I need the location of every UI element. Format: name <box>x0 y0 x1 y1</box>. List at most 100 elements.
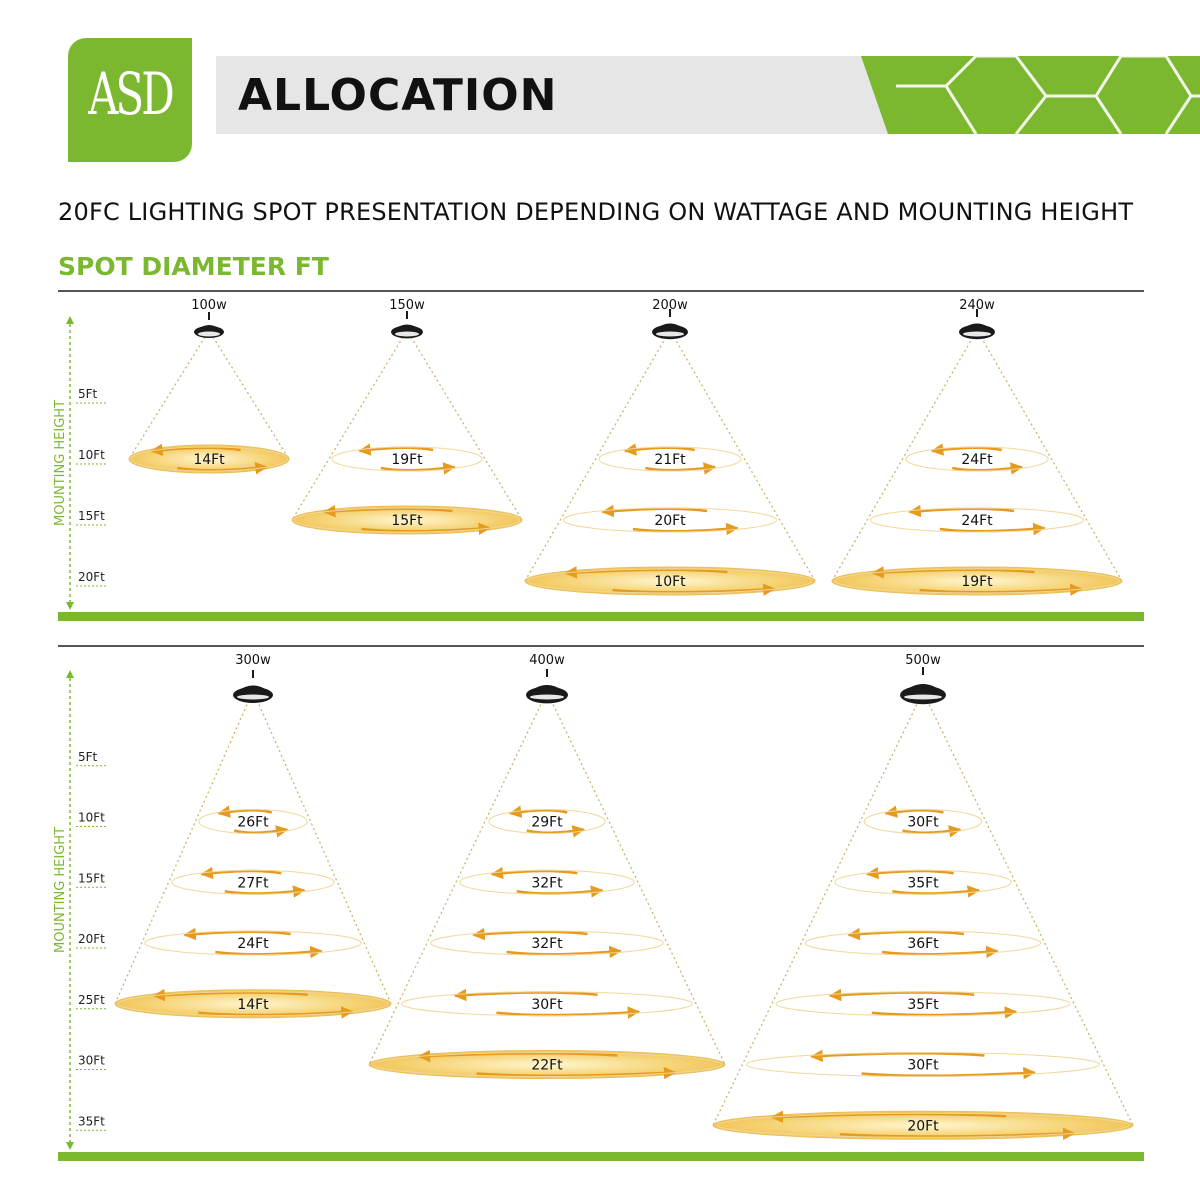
spot-ring <box>562 507 778 533</box>
light-500w: 500w 30Ft 35Ft 36Ft 35Ft 30Ft 20Ft <box>712 653 1134 1140</box>
spot-arrow-bottom <box>506 945 622 959</box>
subtitle: 20FC LIGHTING SPOT PRESENTATION DEPENDIN… <box>58 198 1134 226</box>
height-tick-label: 25Ft <box>78 993 105 1007</box>
wattage-label: 150w <box>389 298 425 313</box>
spot-ring <box>905 446 1049 472</box>
panel-ground-bar <box>58 1152 1144 1161</box>
spot-diameter-label: 26Ft <box>237 815 269 831</box>
height-tick-label: 20Ft <box>78 932 105 946</box>
cone-edge-left <box>128 336 206 460</box>
spot-arrow-top <box>930 443 1002 456</box>
light-300w: 300w 26Ft 27Ft 24Ft 14Ft <box>114 653 392 1019</box>
wattage-label: 400w <box>529 653 565 668</box>
spot-diameter-label: 35Ft <box>907 875 939 891</box>
spot-diameter-label: 30Ft <box>907 815 939 831</box>
spot-ring <box>117 991 389 1017</box>
lamp-dome <box>194 325 224 332</box>
spot-ring <box>331 446 483 472</box>
spot-arrow-bottom <box>476 1066 677 1080</box>
spot-diameter-label: 29Ft <box>531 815 563 831</box>
lamp-dome <box>391 324 423 332</box>
spot-arrow-bottom <box>892 885 981 898</box>
cone-edge-right <box>980 336 1123 582</box>
light-spot-ellipse <box>128 444 290 474</box>
spot-arrow-bottom <box>526 825 586 838</box>
spot-arrow-top <box>152 988 308 1002</box>
spot-arrow-top <box>358 443 434 456</box>
spot-diameter-label: 15Ft <box>391 513 423 529</box>
panel-1: MOUNTING HEIGHT 5Ft 10Ft 15Ft 20Ft 100w 14Ft 15… <box>53 290 1144 621</box>
spot-arrow-top <box>871 566 1035 579</box>
wattage-label: 240w <box>959 298 995 313</box>
wattage-label: 200w <box>652 298 688 313</box>
spot-arrow-top <box>908 504 1015 518</box>
spot-arrow-top <box>847 927 965 941</box>
spot-arrow-bottom <box>496 1006 641 1019</box>
spot-arrow-top <box>828 988 975 1002</box>
spot-diameter-label: 14Ft <box>237 997 269 1013</box>
wattage-label: 500w <box>905 653 941 668</box>
light-spot-ellipse <box>291 505 523 535</box>
spot-diameter-label: 22Ft <box>531 1058 563 1074</box>
spot-arrow-bottom <box>632 522 739 536</box>
spot-diameter-label: 32Ft <box>531 936 563 952</box>
spot-arrow-top <box>200 866 282 880</box>
height-tick-label: 10Ft <box>78 448 105 462</box>
lamp-dome <box>652 323 688 332</box>
light-spot-ellipse <box>114 989 392 1019</box>
spot-diameter-label: 36Ft <box>907 936 939 952</box>
panel-2: MOUNTING HEIGHT 5Ft 10Ft 15Ft 20Ft 25Ft 30Ft 35… <box>53 645 1144 1161</box>
spot-ring <box>198 809 308 834</box>
cone-edge-right <box>550 699 726 1065</box>
spot-ring <box>598 446 742 472</box>
lamp-dome <box>900 684 946 695</box>
panel-ground-bar <box>58 612 1144 621</box>
spot-arrow-bottom <box>645 462 717 475</box>
hexagon-pattern-decoration <box>861 56 1200 134</box>
spot-ring <box>144 930 362 956</box>
spot-ring <box>869 507 1085 533</box>
cone-edge-right <box>212 336 290 460</box>
spot-diameter-label: 20Ft <box>907 1118 939 1134</box>
asd-logo: ASD <box>68 38 192 162</box>
height-tick-label: 30Ft <box>78 1054 105 1068</box>
spot-diameter-label: 21Ft <box>654 452 686 468</box>
spot-arrow-bottom <box>198 1006 354 1019</box>
cone-edge-left <box>291 336 404 521</box>
cone-edge-right <box>926 699 1134 1126</box>
page-title: ALLOCATION <box>238 70 558 121</box>
spot-arrow-bottom <box>881 945 999 959</box>
spot-ring <box>834 568 1120 594</box>
light-spot-ellipse <box>831 566 1123 596</box>
spot-arrow-top <box>770 1110 1007 1124</box>
wattage-label: 100w <box>191 298 227 313</box>
spot-diameter-label: 24Ft <box>961 513 993 529</box>
spot-ring <box>430 930 664 956</box>
spot-ring <box>372 1052 722 1077</box>
light-100w: 100w 14Ft <box>128 298 290 475</box>
spot-arrow-bottom <box>952 462 1024 475</box>
axis-arrow-up <box>66 670 74 678</box>
spot-ring <box>401 991 693 1017</box>
spot-arrow-top <box>417 1049 618 1063</box>
cone-edge-right <box>673 336 816 582</box>
spot-ring <box>293 507 521 533</box>
light-240w: 240w 24Ft 24Ft 19Ft <box>831 298 1123 596</box>
spot-arrow-top <box>865 866 954 880</box>
spot-arrow-bottom <box>871 1006 1018 1019</box>
lamp-lens <box>198 331 220 337</box>
spot-arrow-bottom <box>177 461 268 475</box>
spot-arrow-bottom <box>612 583 776 596</box>
spot-arrow-bottom <box>861 1066 1036 1080</box>
mounting-height-axis-label: MOUNTING HEIGHT <box>53 400 68 526</box>
spot-ring <box>488 809 606 834</box>
lamp-lens <box>395 331 419 337</box>
spot-ring <box>716 1112 1130 1138</box>
spot-ring <box>527 568 813 594</box>
spot-diameter-label: 24Ft <box>961 452 993 468</box>
cone-edge-right <box>256 699 392 1005</box>
spot-ring <box>834 869 1012 895</box>
height-tick-label: 35Ft <box>78 1114 105 1128</box>
spot-diameter-label: 19Ft <box>961 574 993 590</box>
spot-diameter-label: 30Ft <box>531 997 563 1013</box>
